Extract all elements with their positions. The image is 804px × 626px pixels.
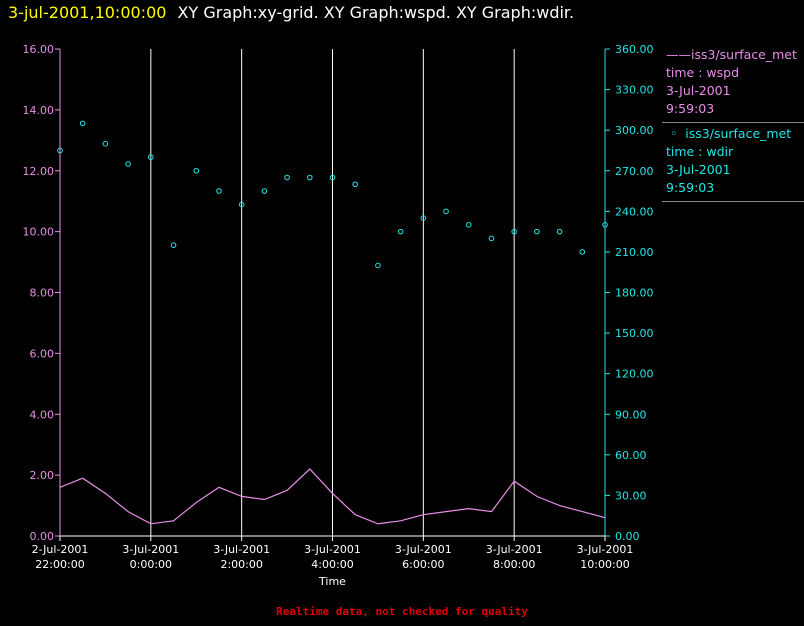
wdir-point — [579, 249, 586, 255]
title-graph-names: XY Graph:xy-grid. XY Graph:wspd. XY Grap… — [177, 3, 575, 22]
wdir-point — [465, 222, 472, 228]
legend-wspd-date: 3-Jul-2001 — [666, 83, 731, 98]
quality-warning: Realtime data, not checked for quality — [276, 605, 528, 618]
legend-wspd-field: time : wspd — [666, 65, 740, 80]
wspd-line — [59, 468, 606, 525]
right-tick-label: 300.00 — [615, 124, 654, 137]
wdir-point — [534, 228, 540, 235]
left-tick-label: 4.00 — [30, 408, 55, 421]
left-tick-label: 14.00 — [23, 104, 55, 117]
right-tick-label: 0.00 — [615, 530, 640, 543]
wdir-point — [238, 201, 245, 208]
x-tick-label-date: 3-Jul-2001 — [122, 543, 179, 556]
right-tick-label: 120.00 — [615, 368, 654, 381]
x-tick-label-time: 2:00:00 — [220, 558, 262, 571]
left-tick-label: 12.00 — [23, 165, 55, 178]
x-tick-label-date: 3-Jul-2001 — [395, 543, 452, 556]
legend-wspd: ——iss3/surface_met time : wspd 3-Jul-200… — [662, 44, 804, 123]
x-tick-label-time: 4:00:00 — [311, 558, 353, 571]
x-tick-label-date: 2-Jul-2001 — [32, 543, 89, 556]
x-tick-label-time: 8:00:00 — [493, 558, 535, 571]
x-tick-label-date: 3-Jul-2001 — [486, 543, 543, 556]
x-tick-label-date: 3-Jul-2001 — [304, 543, 361, 556]
wdir-point — [352, 181, 359, 188]
wdir-point — [443, 208, 449, 215]
right-tick-label: 360.00 — [615, 43, 654, 56]
right-tick-label: 90.00 — [615, 408, 647, 421]
left-tick-label: 10.00 — [23, 226, 55, 239]
legend-wdir: ◦ iss3/surface_met time : wdir 3-Jul-200… — [662, 123, 804, 202]
left-tick-label: 6.00 — [30, 347, 55, 360]
right-tick-label: 30.00 — [615, 489, 647, 502]
legend-wdir-time: 9:59:03 — [666, 180, 715, 195]
x-tick-label-time: 6:00:00 — [402, 558, 444, 571]
wdir-point — [102, 140, 109, 147]
window-title: 3-jul-2001,10:00:00 XY Graph:xy-grid. XY… — [8, 2, 574, 24]
right-tick-label: 240.00 — [615, 205, 654, 218]
wdir-point — [193, 167, 200, 174]
right-tick-label: 270.00 — [615, 165, 654, 178]
wspd-line-series — [59, 468, 606, 525]
left-tick-label: 0.00 — [30, 530, 55, 543]
wdir-point — [170, 242, 177, 248]
x-tick-label-date: 3-Jul-2001 — [213, 543, 270, 556]
wdir-point — [511, 228, 517, 235]
legend-wspd-time: 9:59:03 — [666, 101, 715, 116]
grid-lines — [150, 49, 515, 536]
wdir-point — [148, 154, 154, 161]
wdir-scatter-series — [57, 120, 608, 269]
wdir-point — [488, 235, 495, 242]
left-tick-label: 16.00 — [23, 43, 55, 56]
wdir-point — [284, 174, 290, 181]
title-timestamp: 3-jul-2001,10:00:00 — [8, 3, 167, 22]
plot-axes — [55, 48, 610, 541]
wdir-point — [420, 215, 427, 221]
legend-wdir-field: time : wdir — [666, 144, 734, 159]
legend-wspd-name: ——iss3/surface_met — [666, 47, 797, 62]
right-tick-label: 150.00 — [615, 327, 654, 340]
wdir-point — [397, 228, 404, 235]
right-tick-label: 60.00 — [615, 449, 647, 462]
left-tick-label: 2.00 — [30, 469, 55, 482]
wdir-point — [329, 174, 336, 181]
x-axis-label: Time — [318, 575, 346, 588]
right-tick-label: 180.00 — [615, 287, 654, 300]
legend-wdir-name: ◦ iss3/surface_met — [666, 126, 792, 141]
wdir-point — [216, 188, 222, 194]
wdir-point — [125, 161, 131, 167]
x-tick-label-time: 22:00:00 — [35, 558, 84, 571]
left-tick-label: 8.00 — [30, 287, 55, 300]
wdir-point — [261, 188, 268, 194]
wdir-point — [556, 228, 563, 235]
legend: ——iss3/surface_met time : wspd 3-Jul-200… — [662, 44, 804, 202]
wdir-point — [375, 262, 381, 269]
x-tick-label-time: 10:00:00 — [580, 558, 629, 571]
wdir-point — [306, 174, 313, 181]
right-tick-label: 330.00 — [615, 84, 654, 97]
right-tick-label: 210.00 — [615, 246, 654, 259]
legend-wdir-date: 3-Jul-2001 — [666, 162, 731, 177]
x-tick-label-date: 3-Jul-2001 — [577, 543, 634, 556]
wdir-point — [79, 120, 86, 127]
axis-labels: 2-Jul-2001 22:00:00 3-Jul-2001 0:00:00 3-Jul… — [23, 43, 654, 588]
x-tick-label-time: 0:00:00 — [130, 558, 172, 571]
